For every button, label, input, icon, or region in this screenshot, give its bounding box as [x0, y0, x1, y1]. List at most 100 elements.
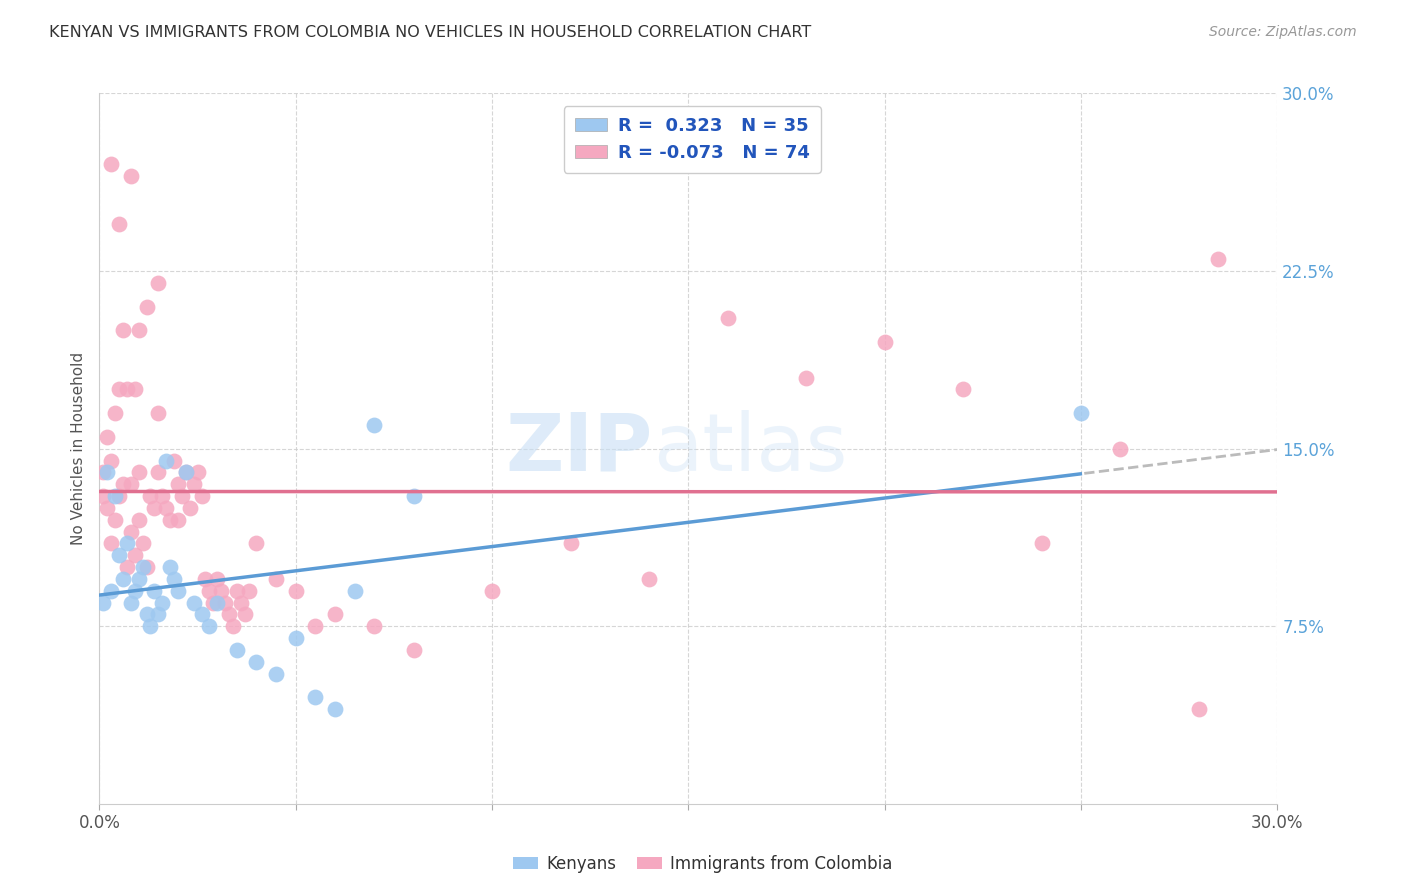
- Point: [111, 323, 134, 337]
- Point: [128, 572, 150, 586]
- Point: [229, 596, 252, 610]
- Point: [120, 524, 142, 539]
- Point: [131, 536, 153, 550]
- Point: [638, 572, 661, 586]
- Point: [304, 690, 326, 705]
- Point: [198, 619, 221, 633]
- Point: [100, 157, 122, 171]
- Point: [183, 477, 205, 491]
- Point: [343, 583, 366, 598]
- Point: [323, 702, 346, 716]
- Point: [238, 583, 260, 598]
- Point: [1070, 406, 1092, 420]
- Point: [108, 489, 131, 503]
- Point: [115, 383, 138, 397]
- Point: [93, 596, 115, 610]
- Point: [143, 583, 166, 598]
- Point: [139, 619, 162, 633]
- Point: [183, 596, 205, 610]
- Point: [873, 334, 896, 349]
- Point: [148, 466, 170, 480]
- Point: [159, 560, 181, 574]
- Point: [148, 607, 170, 622]
- Point: [96, 430, 118, 444]
- Point: [124, 583, 146, 598]
- Point: [135, 607, 157, 622]
- Point: [111, 572, 134, 586]
- Point: [170, 489, 193, 503]
- Point: [150, 596, 173, 610]
- Point: [124, 383, 146, 397]
- Point: [167, 513, 190, 527]
- Point: [135, 300, 157, 314]
- Point: [120, 477, 142, 491]
- Point: [167, 583, 190, 598]
- Legend: R =  0.323   N = 35, R = -0.073   N = 74: R = 0.323 N = 35, R = -0.073 N = 74: [564, 106, 821, 173]
- Point: [155, 453, 177, 467]
- Point: [794, 370, 817, 384]
- Point: [124, 548, 146, 562]
- Point: [1208, 252, 1230, 267]
- Point: [179, 500, 201, 515]
- Point: [214, 596, 236, 610]
- Text: ZIP: ZIP: [506, 409, 652, 488]
- Point: [174, 466, 197, 480]
- Point: [93, 489, 115, 503]
- Point: [225, 643, 247, 657]
- Point: [131, 560, 153, 574]
- Point: [1031, 536, 1053, 550]
- Point: [163, 572, 186, 586]
- Point: [115, 560, 138, 574]
- Point: [233, 607, 256, 622]
- Point: [128, 513, 150, 527]
- Point: [100, 453, 122, 467]
- Point: [96, 466, 118, 480]
- Point: [1188, 702, 1211, 716]
- Point: [128, 466, 150, 480]
- Point: [304, 619, 326, 633]
- Point: [363, 619, 385, 633]
- Point: [128, 323, 150, 337]
- Point: [284, 583, 307, 598]
- Point: [1109, 442, 1132, 456]
- Point: [198, 583, 221, 598]
- Point: [202, 596, 225, 610]
- Point: [560, 536, 582, 550]
- Point: [139, 489, 162, 503]
- Text: atlas: atlas: [652, 409, 848, 488]
- Point: [218, 607, 240, 622]
- Point: [363, 417, 385, 432]
- Point: [135, 560, 157, 574]
- Point: [100, 536, 122, 550]
- Point: [205, 572, 228, 586]
- Point: [187, 466, 209, 480]
- Point: [952, 383, 974, 397]
- Point: [284, 631, 307, 645]
- Point: [264, 572, 287, 586]
- Point: [150, 489, 173, 503]
- Point: [323, 607, 346, 622]
- Text: Source: ZipAtlas.com: Source: ZipAtlas.com: [1209, 25, 1357, 39]
- Point: [159, 513, 181, 527]
- Point: [120, 169, 142, 184]
- Point: [717, 311, 740, 326]
- Point: [190, 489, 212, 503]
- Point: [104, 513, 127, 527]
- Point: [190, 607, 212, 622]
- Point: [194, 572, 217, 586]
- Legend: Kenyans, Immigrants from Colombia: Kenyans, Immigrants from Colombia: [506, 848, 900, 880]
- Point: [100, 583, 122, 598]
- Point: [115, 536, 138, 550]
- Point: [93, 466, 115, 480]
- Point: [108, 217, 131, 231]
- Point: [148, 406, 170, 420]
- Point: [264, 666, 287, 681]
- Point: [163, 453, 186, 467]
- Point: [205, 596, 228, 610]
- Point: [225, 583, 247, 598]
- Point: [108, 383, 131, 397]
- Point: [148, 276, 170, 290]
- Point: [120, 596, 142, 610]
- Point: [104, 489, 127, 503]
- Point: [245, 536, 267, 550]
